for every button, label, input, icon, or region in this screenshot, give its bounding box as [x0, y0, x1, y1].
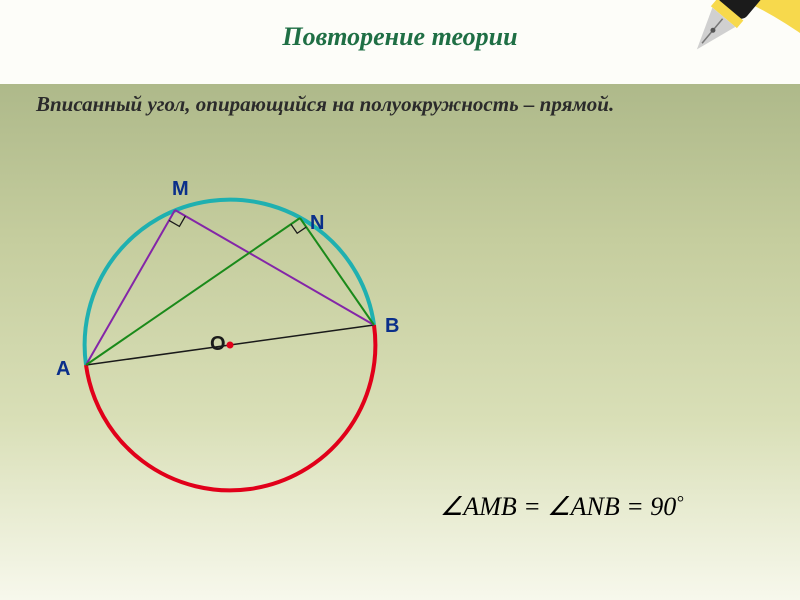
center-dot [227, 342, 234, 349]
angle-formula: ∠AMB = ∠ANB = 90° [440, 492, 684, 522]
label-M: M [172, 178, 189, 201]
label-N: N [310, 212, 324, 235]
label-B: B [385, 315, 399, 338]
right-angle-marker [291, 224, 306, 233]
arc-upper [85, 200, 374, 365]
slide-root: Повторение теории Вписанный угол, опираю… [0, 0, 800, 600]
segment-MB [175, 210, 374, 325]
label-O: O [210, 333, 226, 356]
segment-AM [86, 210, 175, 365]
segment-AN [86, 218, 300, 365]
arc-lower [86, 325, 375, 490]
label-A: A [56, 358, 70, 381]
